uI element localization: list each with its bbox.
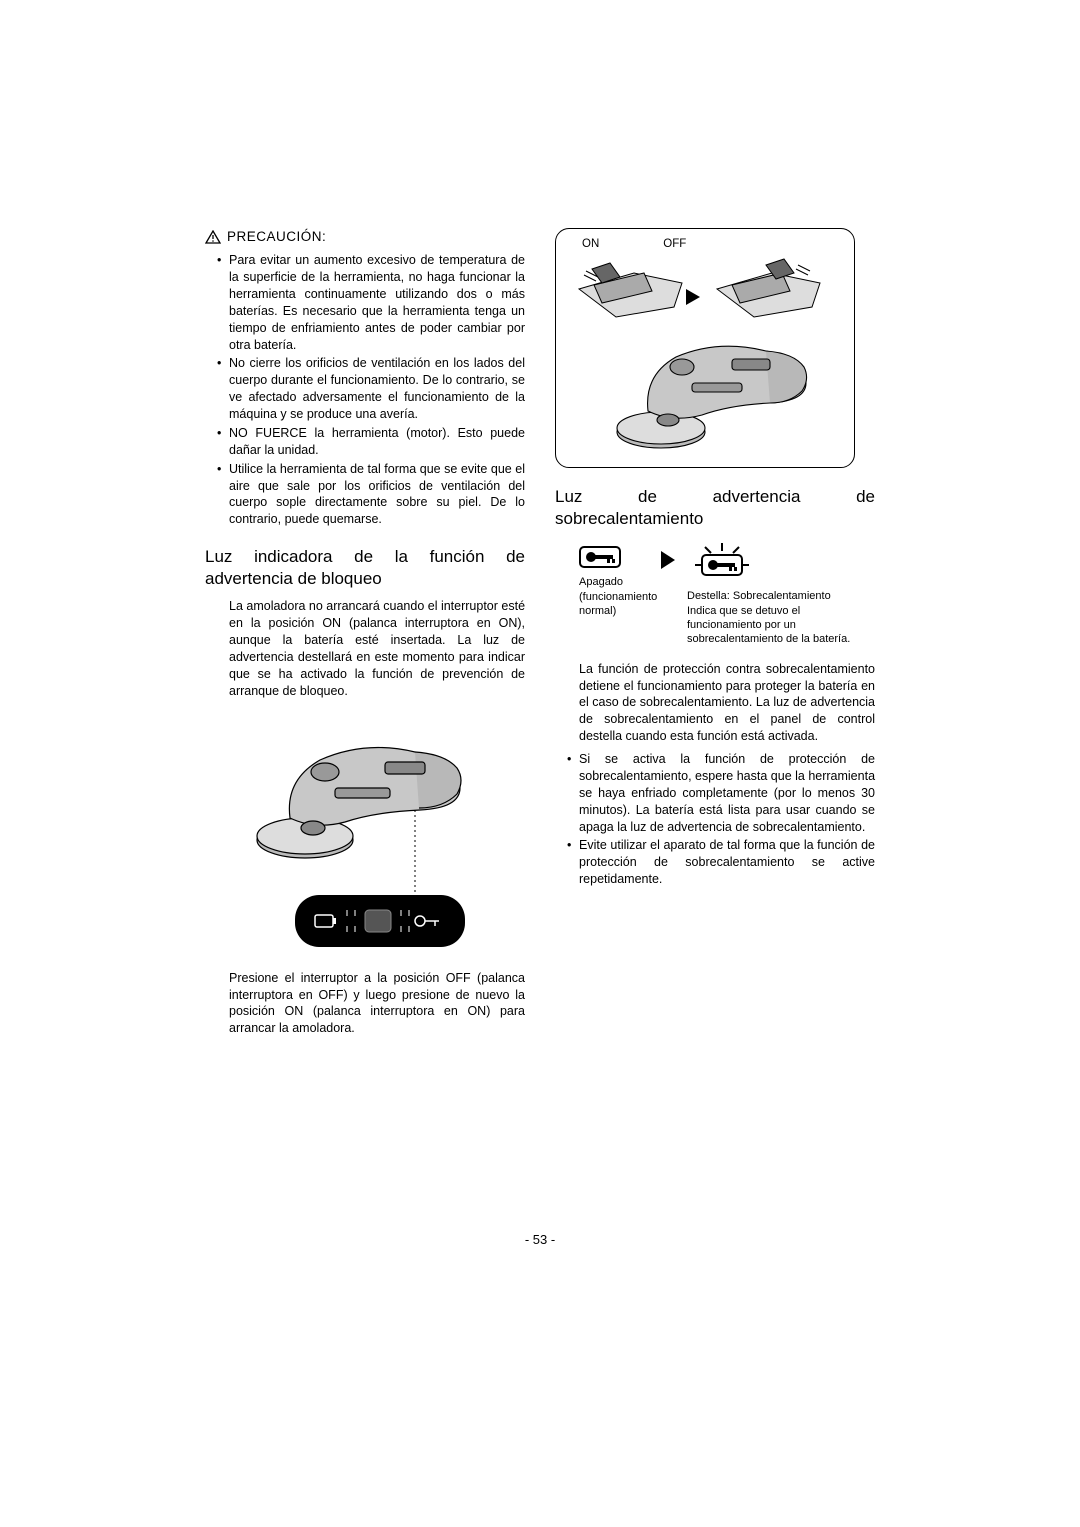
on-off-switch-figure <box>566 257 842 457</box>
bullet-item: Utilice la herramienta de tal forma que … <box>229 461 525 529</box>
arrow-right-icon <box>659 545 677 575</box>
overheat-flash-title: Destella: Sobrecalentamiento <box>687 590 831 602</box>
overheat-heading: Luz de advertencia de sobrecalentamiento <box>555 486 875 530</box>
warning-icon <box>205 230 221 244</box>
bullet-item: NO FUERCE la herramienta (motor). Esto p… <box>229 425 525 459</box>
bullet-item: No cierre los orificios de ventilación e… <box>229 355 525 423</box>
on-off-figure-box: ON OFF <box>555 228 855 468</box>
caution-bullets: Para evitar un aumento excesivo de tempe… <box>205 252 525 528</box>
overheat-icons-row: Apagado (funcionamiento normal) <box>555 541 875 647</box>
overheat-flash-label: Destella: Sobrecalentamiento Indica que … <box>687 589 867 646</box>
caution-label: PRECAUCIÓN: <box>227 228 326 246</box>
key-icon-flash <box>687 541 757 585</box>
grinder-with-panel-figure <box>235 710 495 960</box>
page-number: - 53 - <box>0 1232 1080 1247</box>
on-label: ON <box>582 237 599 253</box>
page-content: PRECAUCIÓN: Para evitar un aumento exces… <box>205 228 875 1043</box>
overheat-off-label: Apagado (funcionamiento normal) <box>579 575 649 618</box>
overheat-left-block: Apagado (funcionamiento normal) <box>579 541 649 619</box>
left-column: PRECAUCIÓN: Para evitar un aumento exces… <box>205 228 525 1043</box>
key-icon-off <box>579 541 623 571</box>
bullet-item: Para evitar un aumento excesivo de tempe… <box>229 252 525 353</box>
caution-header: PRECAUCIÓN: <box>205 228 525 246</box>
bullet-item: Evite utilizar el aparato de tal forma q… <box>579 837 875 888</box>
off-label: OFF <box>663 237 686 253</box>
right-column: ON OFF <box>555 228 875 1043</box>
lock-warning-heading: Luz indicadora de la función de adverten… <box>205 546 525 590</box>
overheat-bullets: Si se activa la función de protección de… <box>555 751 875 888</box>
overheat-right-block: Destella: Sobrecalentamiento Indica que … <box>687 541 867 647</box>
overheat-flash-body: Indica que se detuvo el funcionamiento p… <box>687 605 850 646</box>
bullet-item: Si se activa la función de protección de… <box>579 751 875 835</box>
overheat-para: La función de protección contra sobrecal… <box>555 661 875 745</box>
lock-warning-para2: Presione el interruptor a la posición OF… <box>205 970 525 1038</box>
lock-warning-para1: La amoladora no arrancará cuando el inte… <box>205 598 525 699</box>
